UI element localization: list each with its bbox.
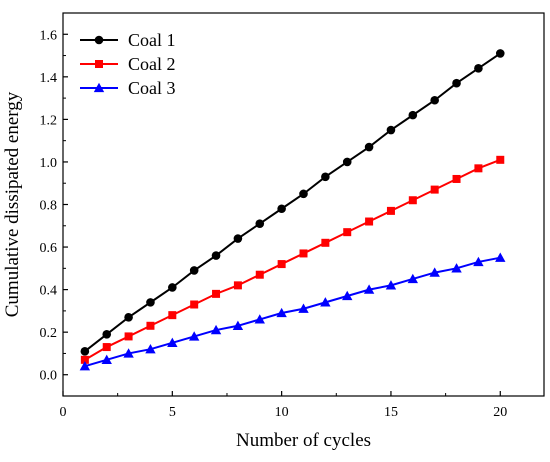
data-point-coal-2	[102, 343, 111, 352]
data-point-coal-1	[321, 172, 330, 182]
series-line-coal-3	[84, 256, 501, 368]
y-tick-label: 0.8	[40, 199, 58, 214]
data-point-coal-3	[101, 354, 112, 364]
data-point-coal-2	[386, 206, 395, 215]
data-point-coal-2	[212, 289, 221, 298]
legend-label-coal-3: Coal 3	[128, 78, 176, 98]
data-point-coal-3	[495, 252, 506, 262]
legend-marker-coal-1	[94, 35, 104, 45]
data-point-coal-1	[277, 204, 286, 214]
data-point-coal-2	[343, 228, 352, 237]
data-point-coal-2	[474, 164, 483, 173]
data-point-coal-1	[452, 78, 461, 88]
data-point-coal-3	[145, 343, 156, 354]
data-point-coal-1	[124, 312, 133, 322]
y-tick-label: 0.6	[40, 241, 58, 256]
data-point-coal-2	[299, 249, 308, 258]
data-point-coal-3	[188, 331, 200, 341]
data-point-coal-1	[430, 95, 439, 105]
data-point-coal-2	[408, 196, 417, 205]
data-point-coal-3	[167, 337, 178, 347]
data-point-coal-1	[408, 110, 418, 120]
legend-label-coal-1: Coal 1	[128, 30, 176, 50]
x-axis-title: Number of cycles	[236, 430, 371, 451]
data-point-coal-2	[430, 185, 439, 194]
data-point-coal-1	[146, 298, 155, 307]
data-point-coal-2	[277, 260, 286, 269]
x-tick-label: 10	[275, 405, 289, 420]
data-point-coal-3	[276, 307, 287, 318]
series-markers	[79, 49, 506, 371]
y-tick-label: 1.6	[40, 28, 58, 43]
data-point-coal-1	[80, 347, 90, 356]
data-point-coal-1	[386, 125, 396, 135]
y-tick-label: 1.0	[40, 156, 58, 171]
data-point-coal-3	[298, 303, 309, 313]
data-point-coal-3	[429, 267, 440, 277]
data-point-coal-2	[80, 355, 89, 364]
data-point-coal-3	[232, 320, 244, 330]
data-point-coal-3	[407, 273, 419, 284]
data-point-coal-1	[495, 49, 505, 58]
data-point-coal-1	[342, 157, 352, 167]
data-point-coal-1	[189, 266, 199, 275]
x-tick-label: 20	[493, 405, 507, 420]
data-point-coal-2	[496, 155, 505, 164]
data-point-coal-1	[364, 142, 374, 152]
data-point-coal-1	[255, 219, 265, 228]
y-tick-label: 0.4	[40, 284, 58, 299]
legend: Coal 1 Coal 2 Coal 3	[80, 30, 176, 98]
x-axis-ticks: 0 5 10 15 20	[60, 391, 507, 420]
data-point-coal-3	[320, 297, 331, 307]
series-line-coal-1	[84, 52, 501, 353]
data-point-coal-2	[255, 270, 264, 279]
y-axis-ticks: 0.0 0.2 0.4 0.6 0.8 1.0 1.2 1.4 1.6	[40, 12, 68, 397]
data-point-coal-2	[365, 217, 374, 226]
data-point-coal-1	[474, 64, 483, 73]
y-tick-label: 1.4	[40, 71, 58, 86]
legend-marker-coal-2	[95, 60, 103, 68]
y-axis-title: Cumulative dissipated energy	[2, 91, 23, 317]
data-point-coal-2	[168, 311, 177, 320]
data-point-coal-3	[123, 348, 134, 358]
data-point-coal-3	[451, 263, 462, 273]
data-point-coal-2	[146, 321, 155, 330]
data-point-coal-2	[233, 281, 242, 290]
x-tick-label: 0	[60, 405, 67, 420]
legend-label-coal-2: Coal 2	[128, 54, 176, 74]
data-point-coal-3	[79, 361, 91, 371]
data-point-coal-2	[190, 300, 199, 309]
data-point-coal-3	[342, 290, 353, 301]
data-point-coal-2	[321, 238, 330, 247]
data-point-coal-1	[168, 283, 177, 292]
data-point-coal-3	[473, 256, 484, 267]
y-tick-label: 0.2	[40, 326, 58, 341]
data-point-coal-2	[124, 332, 133, 341]
x-tick-label: 5	[169, 405, 176, 420]
data-point-coal-1	[299, 189, 308, 199]
data-point-coal-2	[452, 174, 461, 183]
y-tick-label: 0.0	[40, 369, 58, 384]
y-tick-label: 1.2	[40, 113, 58, 128]
data-point-coal-3	[210, 324, 222, 335]
data-point-coal-3	[363, 284, 375, 294]
legend-marker-coal-3	[93, 82, 105, 93]
data-point-coal-1	[211, 251, 221, 260]
data-point-coal-1	[102, 329, 112, 339]
data-point-coal-1	[233, 234, 243, 243]
x-tick-label: 15	[384, 405, 398, 420]
data-point-coal-3	[385, 280, 397, 290]
data-point-coal-3	[254, 314, 265, 324]
